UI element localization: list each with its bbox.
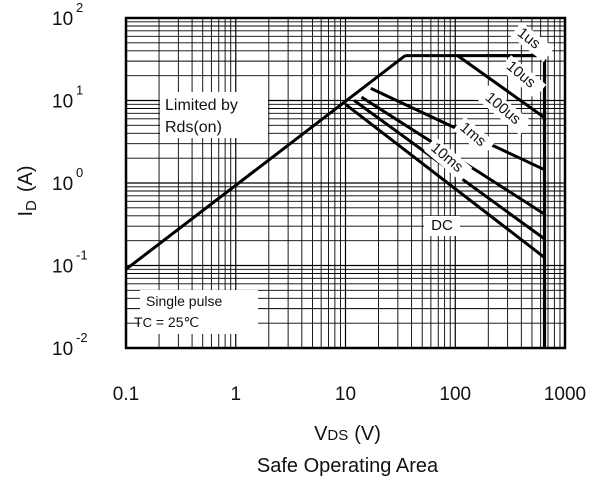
curve-label-background bbox=[510, 21, 555, 62]
x-tick-label: 1 bbox=[230, 384, 241, 405]
y-tick-exponent: 1 bbox=[76, 83, 83, 98]
curve-dc bbox=[344, 103, 546, 259]
case-temperature-label: TC = 25℃ bbox=[134, 314, 199, 330]
rds-limit-note-line2: Rds(on) bbox=[165, 119, 222, 136]
x-tick-label: 100 bbox=[439, 384, 471, 405]
curve-label-background bbox=[476, 85, 532, 136]
y-axis-subscript: D bbox=[23, 200, 40, 211]
chart-title: Safe Operating Area bbox=[257, 455, 439, 477]
x-axis-title: VDS (V) bbox=[314, 423, 381, 445]
y-tick-exponent: 0 bbox=[76, 165, 83, 180]
y-tick-base: 10 bbox=[52, 257, 73, 278]
pulse-conditions-box bbox=[140, 290, 258, 334]
plot-frame bbox=[124, 16, 567, 350]
case-temperature-subscript: C bbox=[143, 315, 152, 330]
curve-label-dc: DC bbox=[424, 216, 460, 236]
y-tick-exponent: -1 bbox=[76, 248, 88, 263]
rds-limit-note: Limited by Rds(on) bbox=[160, 92, 268, 138]
case-temperature-symbol: T bbox=[134, 314, 143, 330]
single-pulse-label: Single pulse bbox=[146, 293, 222, 309]
y-axis-title: ID (A) bbox=[15, 165, 40, 216]
y-tick-label: 10-1 bbox=[52, 248, 88, 278]
x-axis-unit: (V) bbox=[354, 423, 381, 445]
curve-10us bbox=[456, 54, 546, 119]
y-tick-label: 102 bbox=[52, 0, 83, 30]
case-temperature-value: = 25℃ bbox=[152, 314, 199, 330]
y-tick-label: 100 bbox=[52, 165, 83, 195]
curve-label-100us: 100us bbox=[476, 85, 532, 136]
curve-label-background bbox=[424, 216, 460, 236]
y-tick-exponent: -2 bbox=[76, 330, 88, 345]
x-tick-label: 10 bbox=[335, 384, 356, 405]
x-axis-symbol: V bbox=[314, 423, 328, 445]
curve-label-1ms: 1ms bbox=[452, 116, 496, 156]
rds-limit-note-line1: Limited by bbox=[165, 97, 238, 114]
y-tick-base: 10 bbox=[52, 92, 73, 113]
y-tick-base: 10 bbox=[52, 174, 73, 195]
curve-label-background bbox=[499, 55, 547, 99]
y-tick-base: 10 bbox=[52, 339, 73, 360]
pulse-conditions-note: Single pulse TC = 25℃ bbox=[134, 290, 258, 334]
x-tick-label: 0.1 bbox=[113, 384, 139, 405]
x-axis-subscript: DS bbox=[327, 427, 348, 444]
y-axis-symbol: I bbox=[15, 211, 37, 217]
y-tick-label: 101 bbox=[52, 83, 83, 113]
y-tick-base: 10 bbox=[52, 9, 73, 30]
curve-label-background bbox=[452, 116, 496, 156]
x-tick-labels: 0.1 1 10 100 1000 bbox=[113, 384, 586, 405]
rds-limit-note-box bbox=[160, 92, 268, 138]
curve-label-background bbox=[423, 136, 473, 182]
y-tick-exponent: 2 bbox=[76, 0, 83, 15]
x-tick-label: 1000 bbox=[544, 384, 586, 405]
rds-on-limit-line bbox=[125, 54, 407, 271]
y-tick-label: 10-2 bbox=[52, 330, 88, 360]
curve-label-text: DC bbox=[431, 217, 453, 234]
y-axis-unit: (A) bbox=[15, 165, 37, 192]
